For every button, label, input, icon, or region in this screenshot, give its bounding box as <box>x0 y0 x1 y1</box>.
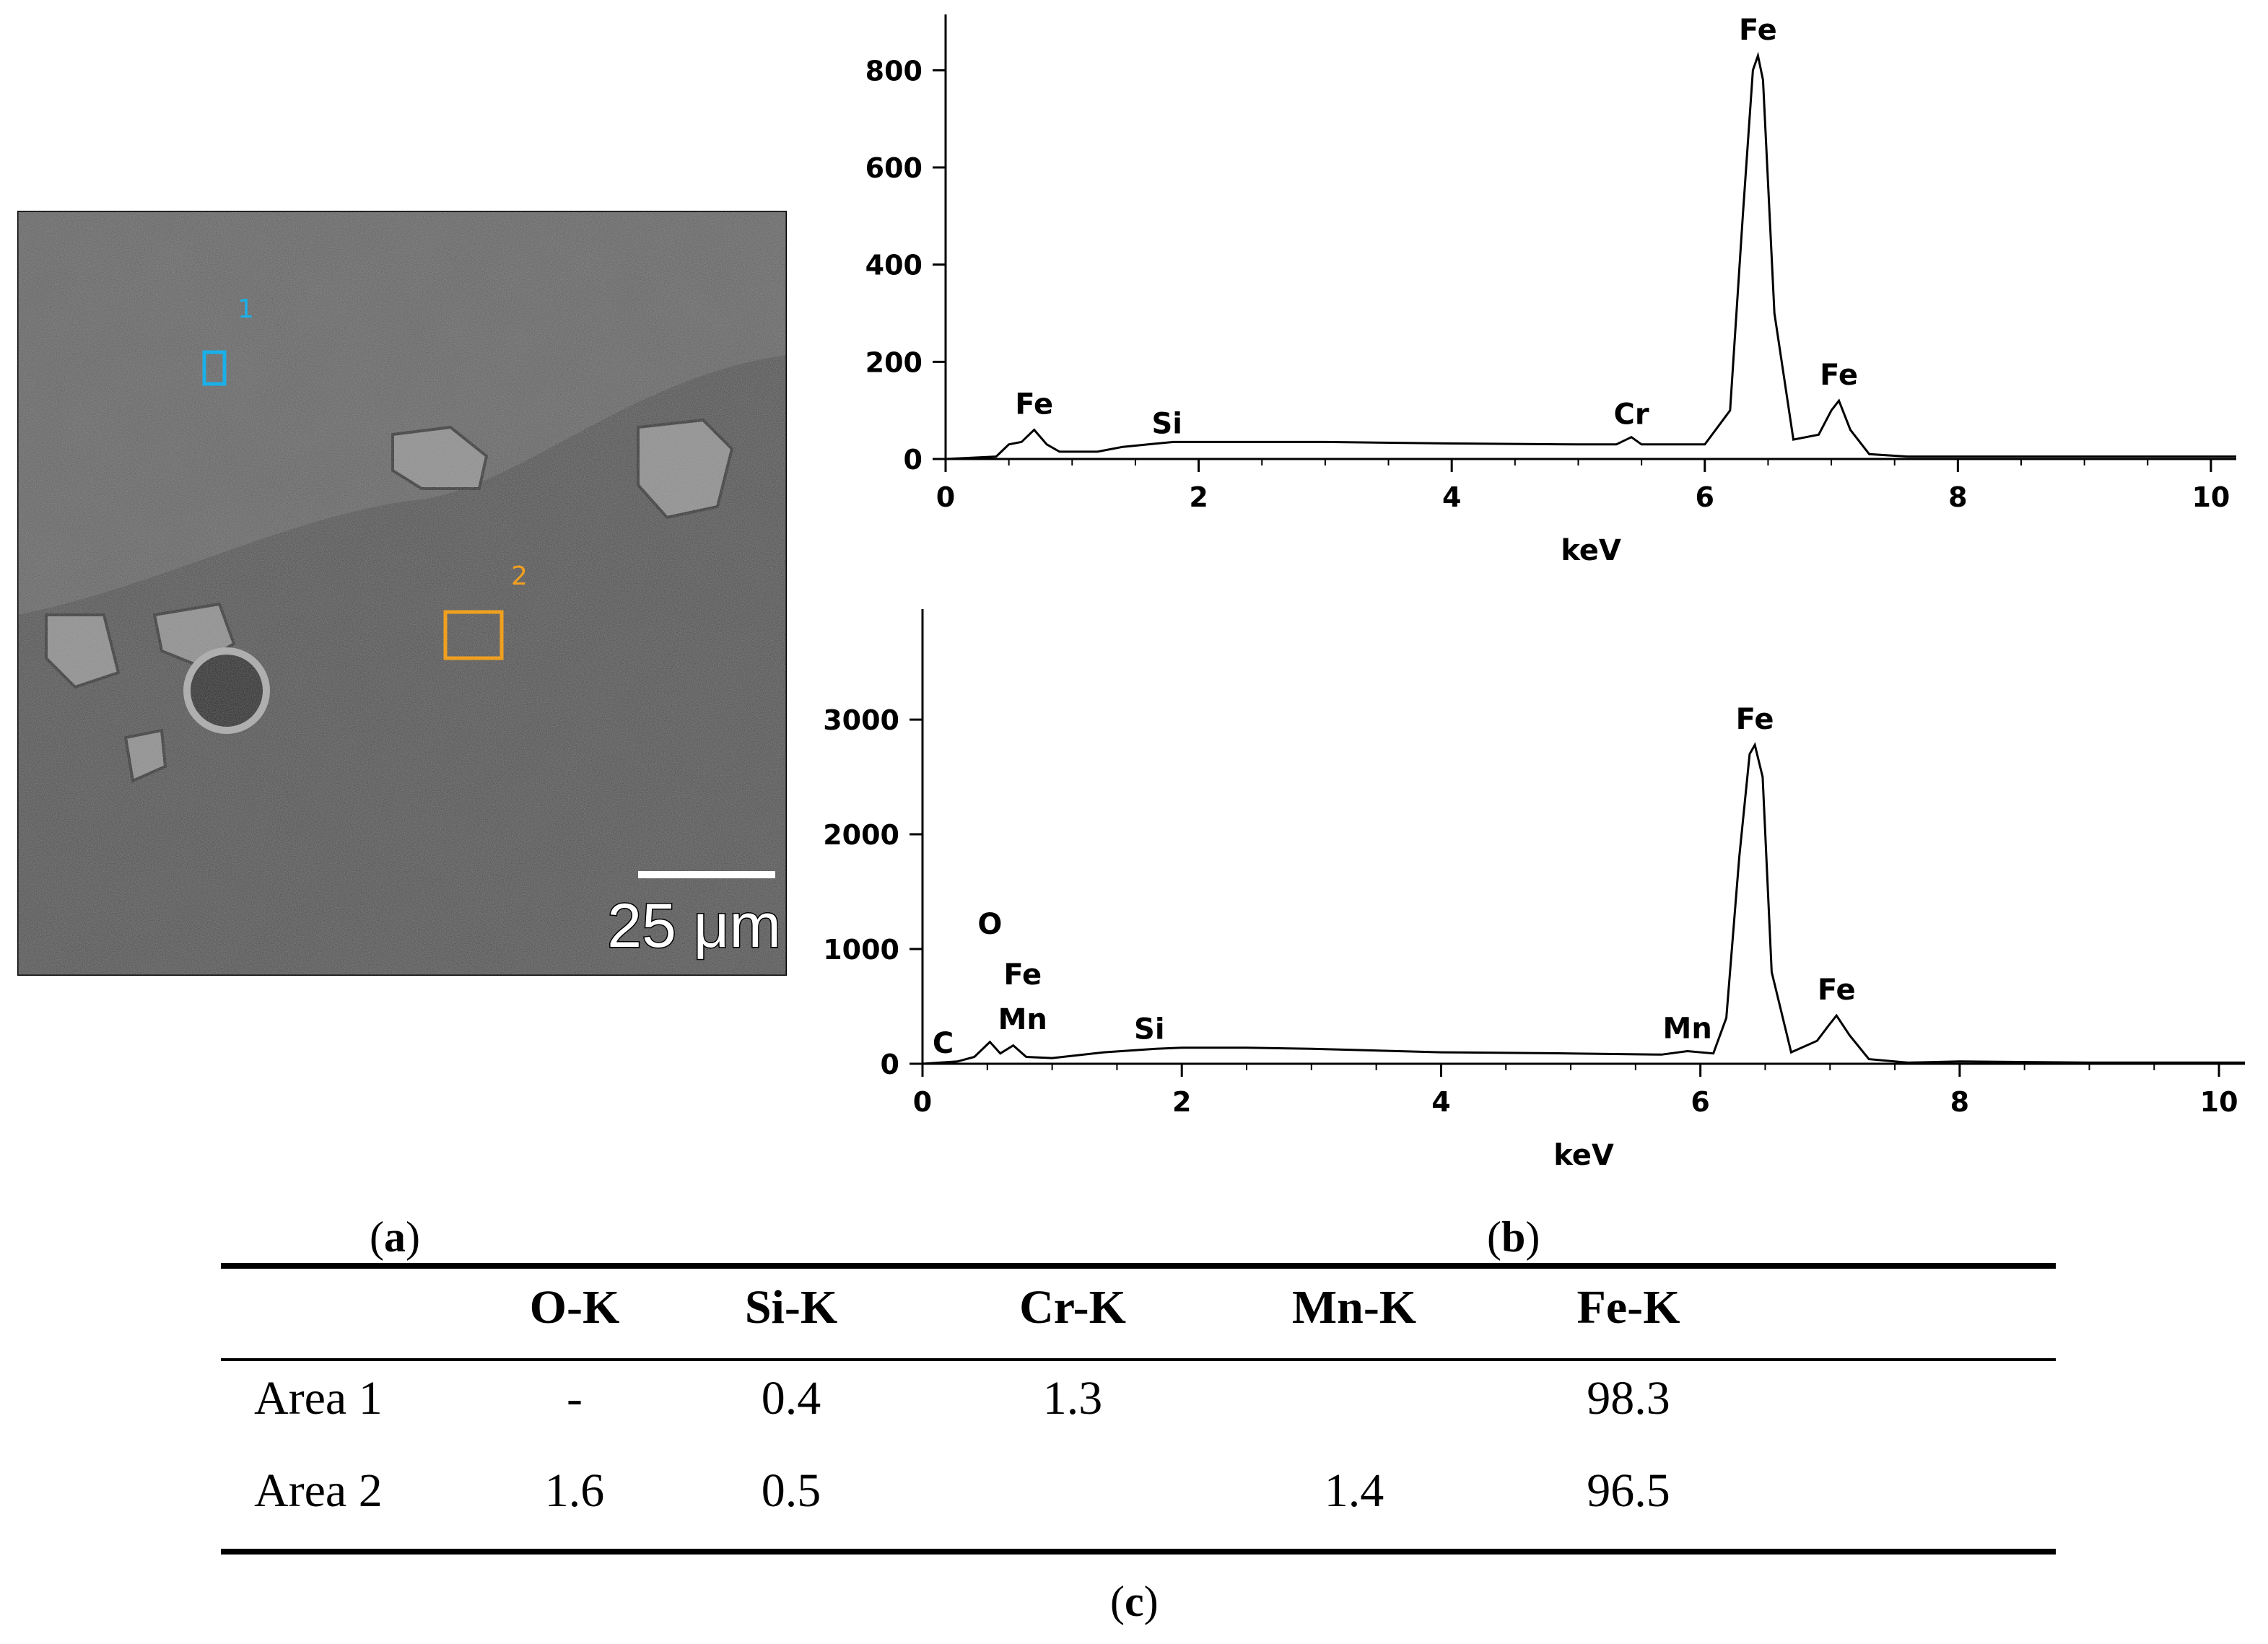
x-tick-label: 0 <box>936 481 955 513</box>
table-header-cell: Cr-K <box>1019 1281 1126 1334</box>
peak-label: Fe <box>1818 974 1856 1007</box>
x-axis-label: keV <box>1553 1139 1614 1172</box>
peak-label: Cr <box>1614 398 1649 432</box>
peak-label: Fe <box>1003 958 1042 992</box>
spectrum-line <box>945 51 2236 460</box>
y-tick-label: 400 <box>865 250 923 281</box>
table-cell: 0.5 <box>761 1464 821 1517</box>
y-tick-label: 2000 <box>823 819 899 851</box>
table-row-label: Area 1 <box>254 1372 383 1425</box>
y-tick-label: 200 <box>865 346 923 378</box>
table-header-rule <box>221 1358 2056 1361</box>
peak-label: C <box>933 1027 954 1060</box>
table-cell: 1.6 <box>544 1464 605 1517</box>
eds-spectrum-area-1: 0 200 400 600 800 0 2 4 6 8 10 keV Fe Si Cr Fe Fe <box>865 14 2236 567</box>
x-tick-label: 8 <box>1948 481 1967 513</box>
x-tick-label: 2 <box>1189 481 1208 513</box>
peak-label: Mn <box>1663 1013 1712 1046</box>
peak-label: Si <box>1134 1013 1165 1046</box>
x-tick-label: 6 <box>1691 1086 1709 1118</box>
scale-bar-line <box>638 871 775 878</box>
y-tick-label: 0 <box>904 444 923 476</box>
peak-label: Fe <box>1736 703 1774 736</box>
scale-bar-label: 25 μm <box>607 891 781 961</box>
area-2-marker: 2 <box>511 561 528 591</box>
y-tick-label: 800 <box>865 55 923 87</box>
sem-micrograph: 1 2 25 μm <box>17 211 787 976</box>
y-tick-label: 1000 <box>823 934 899 966</box>
x-tick-label: 10 <box>2191 481 2230 513</box>
spectrum-line <box>922 742 2245 1065</box>
table-row-label: Area 2 <box>254 1464 383 1517</box>
panel-label-b: (b) <box>1487 1213 1540 1261</box>
x-tick-label: 10 <box>2200 1086 2238 1118</box>
y-tick-label: 0 <box>881 1049 899 1080</box>
peak-label: O <box>977 908 1002 941</box>
table-cell: 0.4 <box>761 1372 821 1425</box>
y-tick-label: 3000 <box>823 704 899 736</box>
x-tick-label: 2 <box>1172 1086 1191 1118</box>
table-cell: 96.5 <box>1587 1464 1670 1517</box>
peak-label: Fe <box>1739 14 1777 47</box>
area-1-box <box>202 350 227 386</box>
table-cell: - <box>567 1372 583 1425</box>
table-bottom-rule <box>221 1549 2056 1555</box>
table-header-cell: Mn-K <box>1291 1281 1417 1334</box>
x-tick-label: 4 <box>1431 1086 1450 1118</box>
table-cell: 1.4 <box>1324 1464 1384 1517</box>
x-tick-label: 0 <box>913 1086 932 1118</box>
area-1-marker: 1 <box>237 294 254 324</box>
peak-label: Si <box>1151 407 1182 440</box>
y-tick-label: 600 <box>865 152 923 184</box>
table-header-cell: Si-K <box>744 1281 838 1334</box>
panel-label-a: (a) <box>370 1213 420 1261</box>
table-top-rule <box>221 1263 2056 1269</box>
area-2-box <box>443 610 504 660</box>
peak-label: Fe <box>1820 359 1858 392</box>
table-cell: 1.3 <box>1042 1372 1103 1425</box>
table-cell: 98.3 <box>1587 1372 1670 1425</box>
peak-label: Mn <box>998 1003 1047 1036</box>
table-header-cell: O-K <box>529 1281 620 1334</box>
x-tick-label: 8 <box>1950 1086 1969 1118</box>
peak-label: Fe <box>1015 388 1053 421</box>
x-tick-label: 6 <box>1696 481 1714 513</box>
x-axis-label: keV <box>1561 534 1621 567</box>
x-tick-label: 4 <box>1442 481 1461 513</box>
table-header-cell: Fe-K <box>1576 1281 1680 1334</box>
panel-label-c: (c) <box>1110 1578 1159 1625</box>
